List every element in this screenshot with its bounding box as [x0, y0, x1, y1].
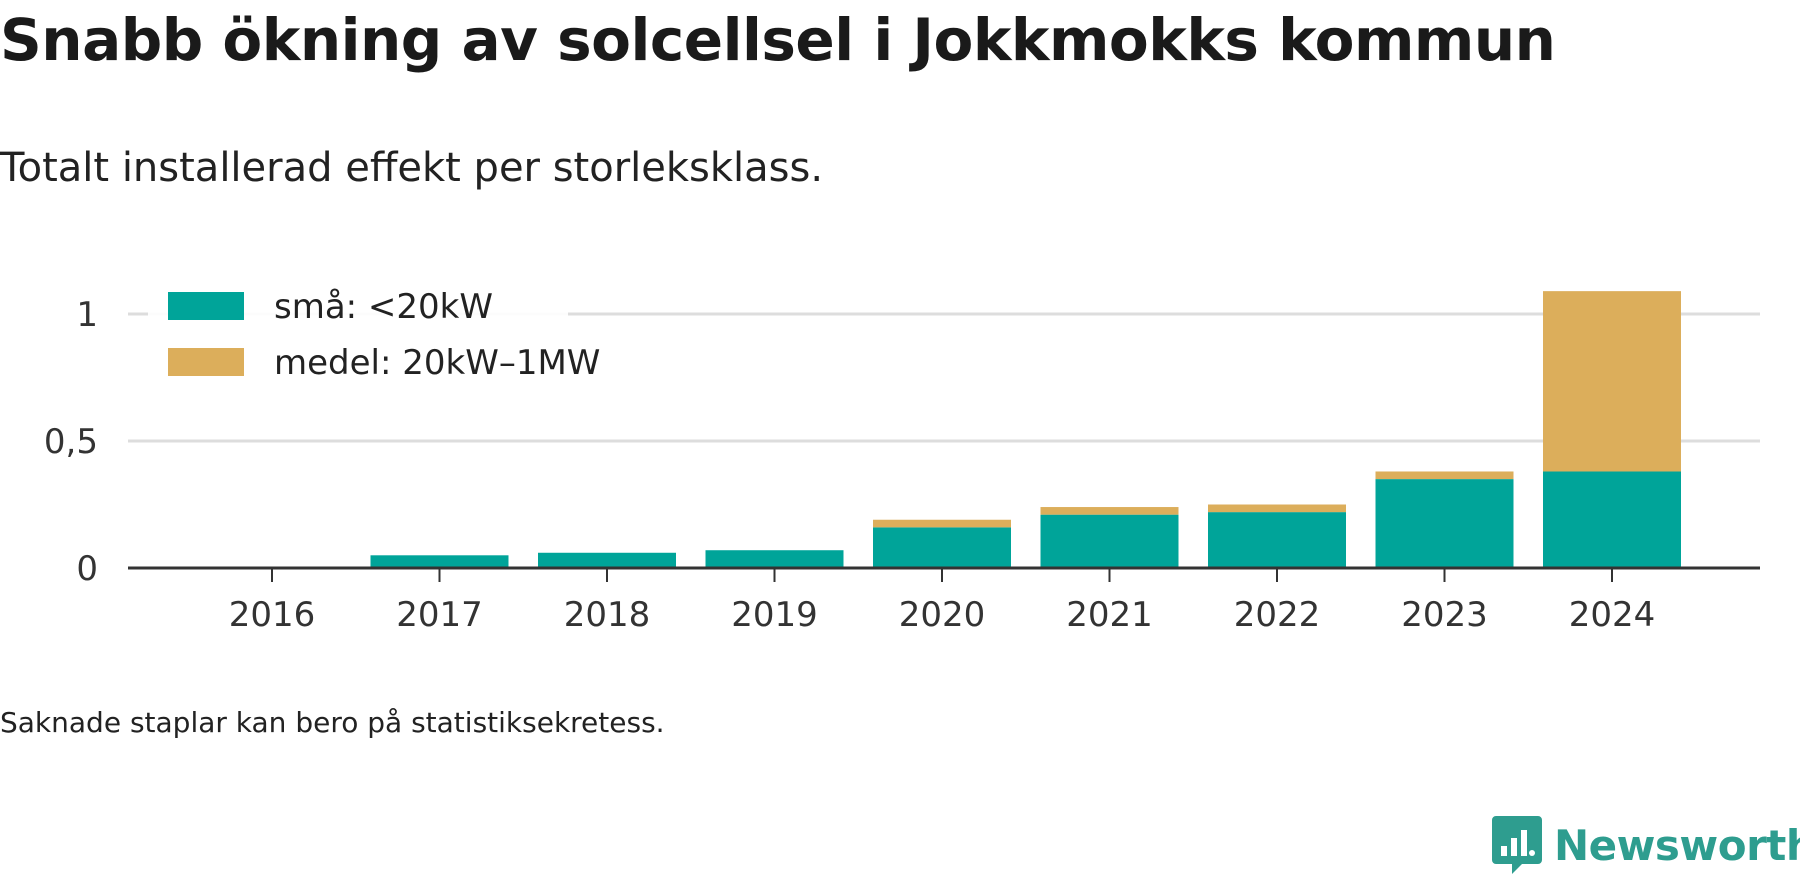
y-tick-label: 1: [76, 295, 98, 335]
bar-chart: 0 0,5 1 2016 2017 2018 2019 2020 2021 2022 2023 202…: [43, 282, 1760, 635]
bar-segment-sma[interactable]: [370, 555, 509, 568]
footnote: Saknade staplar kan bero på statistiksek…: [0, 706, 665, 739]
x-tick-label: 2017: [396, 595, 483, 635]
bar-segment-sma[interactable]: [1375, 479, 1514, 568]
x-tick-label: 2023: [1401, 595, 1488, 635]
bars: [370, 291, 1681, 568]
legend-label: medel: 20kW–1MW: [274, 343, 600, 383]
legend: små: <20kW medel: 20kW–1MW: [148, 282, 600, 392]
bar-segment-medel[interactable]: [1375, 471, 1514, 480]
legend-swatch: [168, 292, 244, 320]
x-tick-label: 2020: [899, 595, 986, 635]
bar-segment-sma[interactable]: [1040, 514, 1179, 568]
x-tick-label: 2016: [229, 595, 316, 635]
x-tick-label: 2022: [1234, 595, 1321, 635]
bar-segment-medel[interactable]: [1040, 507, 1179, 515]
bar-segment-sma[interactable]: [1543, 471, 1681, 568]
legend-label: små: <20kW: [274, 287, 493, 327]
x-tick-label: 2019: [731, 595, 818, 635]
bar-segment-sma[interactable]: [873, 527, 1011, 568]
bar-segment-medel[interactable]: [873, 519, 1011, 528]
bar-segment-medel[interactable]: [1208, 504, 1346, 513]
x-tick-label: 2024: [1569, 595, 1656, 635]
legend-swatch: [168, 348, 244, 376]
x-tick-label: 2021: [1066, 595, 1153, 635]
bar-segment-sma[interactable]: [1208, 512, 1346, 568]
y-tick-label: 0: [76, 549, 98, 589]
chart-subtitle: Totalt installerad effekt per storlekskl…: [0, 145, 824, 191]
bar-segment-sma[interactable]: [538, 552, 676, 568]
newsworthy-logo-icon: [1492, 816, 1542, 874]
brand-name: Newsworthy: [1554, 820, 1800, 870]
bar-segment-medel[interactable]: [1543, 291, 1681, 472]
axes: 0 0,5 1 2016 2017 2018 2019 2020 2021 2022 2023 202…: [44, 295, 1760, 635]
y-tick-label: 0,5: [44, 422, 98, 462]
brand-logo[interactable]: Newsworthy: [1492, 815, 1800, 875]
bar-segment-sma[interactable]: [705, 550, 844, 568]
x-tick-label: 2018: [564, 595, 651, 635]
chart-title: Snabb ökning av solcellsel i Jokkmokks k…: [0, 6, 1556, 74]
